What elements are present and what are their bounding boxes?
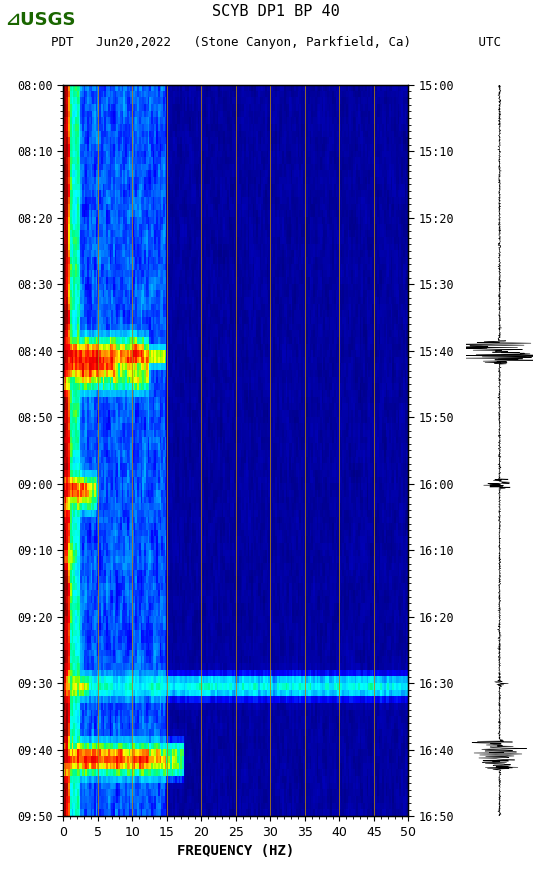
X-axis label: FREQUENCY (HZ): FREQUENCY (HZ) — [177, 845, 295, 858]
Text: SCYB DP1 BP 40: SCYB DP1 BP 40 — [212, 4, 340, 19]
Text: PDT   Jun20,2022   (Stone Canyon, Parkfield, Ca)         UTC: PDT Jun20,2022 (Stone Canyon, Parkfield,… — [51, 37, 501, 49]
Text: ⊿USGS: ⊿USGS — [6, 12, 76, 29]
